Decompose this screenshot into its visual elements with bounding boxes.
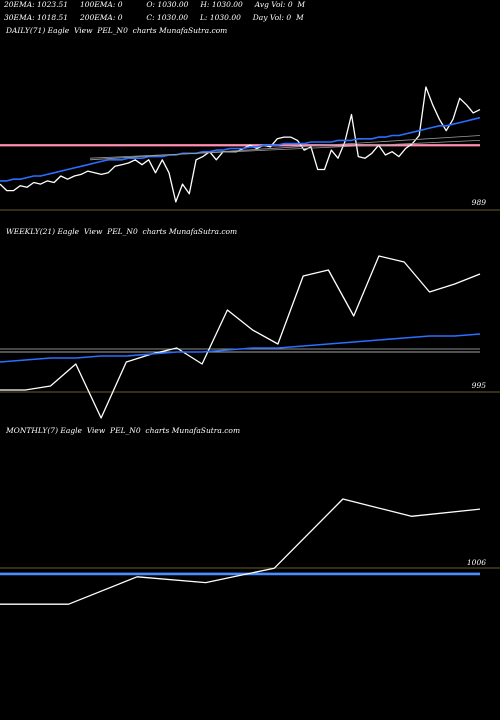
monthly-price-series-line [0,498,481,605]
weekly-price-series-line [0,255,481,419]
daily-ema-series-line [0,116,481,182]
daily-price-label: 989 [471,198,486,207]
daily-panel-title: DAILY(71) Eagle View PEL_N0 charts Munaf… [6,26,228,35]
weekly-panel-title: WEEKLY(21) Eagle View PEL_N0 charts Muna… [6,227,238,236]
weekly-price-label: 995 [471,381,486,390]
monthly-price-label: 1006 [466,558,486,567]
header-line-2: 30EMA: 1018.51 200EMA: 0 C: 1030.00 L: 1… [4,13,304,22]
daily-sma-series-line [89,135,481,161]
header-line-1: 20EMA: 1023.51 100EMA: 0 O: 1030.00 H: 1… [4,0,306,9]
monthly-panel-title: MONTHLY(7) Eagle View PEL_N0 charts Muna… [6,426,241,435]
daily-sma2-series-line [89,140,481,159]
weekly-ema-series-line [0,333,481,363]
